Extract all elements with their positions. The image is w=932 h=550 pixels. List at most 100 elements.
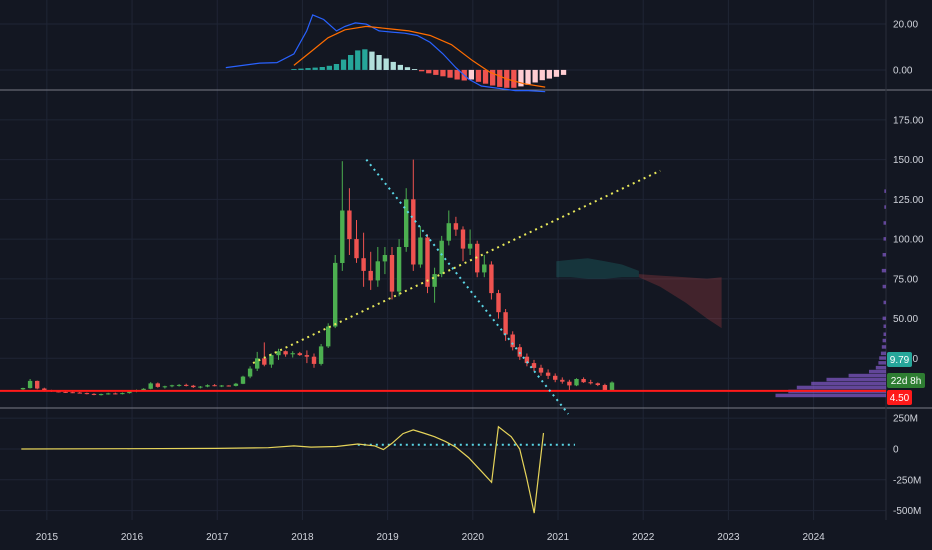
volume-profile-bar — [883, 221, 886, 225]
countdown-tag: 22d 8h — [887, 373, 925, 388]
candle-body — [148, 383, 153, 389]
price-axis-label: 250M — [893, 414, 918, 425]
candle-body — [524, 356, 530, 364]
candle-body — [70, 392, 75, 394]
candle-body — [354, 239, 359, 259]
last-price-tag: 9.79 — [887, 352, 912, 367]
macd-histogram-bar — [468, 69, 474, 80]
price-axis-label: -250M — [893, 475, 921, 486]
time-axis[interactable]: 2015 2016 2017 2018 2019 2020 2021 2022 2023 2024 — [36, 532, 825, 543]
price-axis-label: 0 — [893, 445, 899, 456]
candle-body — [106, 393, 111, 395]
price-axis-label: 75.00 — [893, 274, 918, 285]
volume-profile-bar — [878, 361, 886, 365]
macd-histogram-bar — [397, 64, 403, 70]
candle-body — [77, 392, 82, 394]
candle-body — [311, 356, 317, 364]
candle-body — [205, 385, 210, 387]
candle-body — [162, 386, 168, 388]
candle-body — [169, 385, 175, 387]
countdown-label: 22d 8h — [891, 376, 922, 387]
macd-histogram-bar — [362, 49, 368, 70]
candle-body — [510, 334, 515, 348]
price-pane[interactable] — [0, 158, 887, 415]
candle-body — [432, 274, 437, 287]
candle-body — [233, 383, 239, 386]
macd-histogram-bar — [419, 69, 425, 72]
volume-profile-bar — [882, 338, 886, 343]
candle-body — [411, 199, 416, 265]
time-axis-label: 2019 — [376, 532, 399, 543]
macd-histogram-bar — [454, 69, 460, 80]
support-price-tag: 4.50 — [887, 390, 912, 405]
time-axis-label: 2017 — [206, 532, 229, 543]
candle-body — [283, 351, 288, 355]
volume-profile-bar — [811, 381, 886, 386]
macd-pane[interactable] — [225, 14, 567, 93]
price-axis[interactable]: 20.000.0025.0050.0075.00100.00125.00150.… — [893, 20, 924, 517]
candle-body — [219, 385, 224, 387]
candle-body — [396, 247, 402, 292]
candle-body — [91, 393, 97, 395]
price-axis-label: 100.00 — [893, 235, 924, 246]
candle-body — [176, 384, 182, 386]
macd-histogram-bar — [348, 55, 354, 70]
candle-body — [588, 382, 593, 384]
candle-body — [382, 255, 388, 262]
candle-body — [545, 372, 551, 376]
candle-body — [446, 223, 451, 241]
candlestick-series — [20, 159, 615, 396]
volume-profile-bar — [880, 351, 886, 356]
candle-body — [84, 393, 90, 395]
candle-body — [326, 326, 331, 347]
volume-profile-bar — [882, 253, 886, 257]
time-axis-label: 2015 — [36, 532, 59, 543]
candle-body — [340, 210, 345, 263]
forecast-cloud-red — [638, 274, 722, 329]
last-price-tag-bg — [887, 352, 912, 367]
volume-profile-bar — [882, 316, 886, 321]
candle-body — [20, 388, 26, 390]
macd-histogram-bar — [319, 67, 325, 70]
macd-histogram-bar — [305, 68, 311, 70]
volume-profile-bar — [883, 237, 886, 241]
candle-body — [63, 391, 68, 393]
candle-body — [191, 385, 196, 388]
volume-oscillator-pane[interactable] — [21, 425, 575, 514]
macd-histogram-bar — [440, 69, 446, 77]
time-axis-label: 2022 — [632, 532, 655, 543]
candle-body — [368, 270, 373, 281]
grid-lines — [0, 0, 886, 520]
time-axis-label: 2023 — [717, 532, 740, 543]
macd-histogram-bar — [497, 69, 503, 87]
macd-histogram-bar — [369, 51, 375, 70]
candle-body — [240, 376, 246, 384]
time-axis-label: 2016 — [121, 532, 144, 543]
support-price-label: 4.50 — [890, 393, 910, 404]
candle-body — [538, 367, 544, 373]
macd-histogram-bar — [291, 69, 297, 70]
candle-body — [318, 346, 324, 364]
price-axis-label: -500M — [893, 506, 921, 517]
volume-profile-bar — [826, 377, 886, 382]
forecast-cloud — [556, 258, 722, 329]
macd-histogram-bar — [532, 69, 538, 83]
macd-histogram-bar — [490, 69, 496, 86]
candle-body — [609, 382, 615, 391]
macd-histogram-bar — [525, 69, 531, 85]
candle-body — [269, 355, 274, 365]
macd-histogram-bar — [340, 59, 347, 70]
candle-body — [453, 223, 459, 230]
falling-trend-line[interactable] — [365, 158, 570, 415]
candle-body — [439, 240, 444, 275]
candle-body — [404, 199, 409, 247]
candle-body — [212, 385, 217, 387]
macd-histogram-bar — [475, 69, 482, 82]
macd-histogram-bar — [298, 68, 304, 70]
candle-body — [247, 368, 253, 377]
candle-body — [553, 375, 558, 380]
macd-line — [225, 14, 546, 93]
candle-body — [262, 358, 267, 365]
candle-body — [375, 261, 380, 281]
